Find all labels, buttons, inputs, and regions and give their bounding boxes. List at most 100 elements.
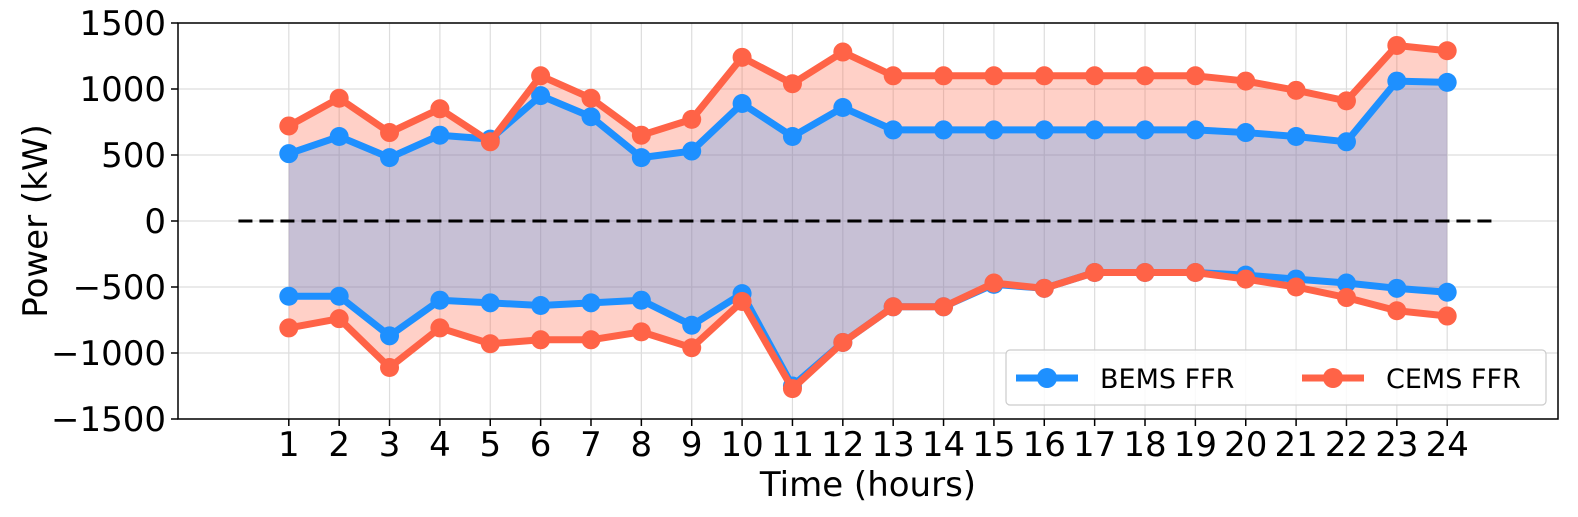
x-tick-label-7: 7 [580, 425, 602, 465]
data-point-cems-ffr-lower-8 [631, 322, 651, 342]
data-point-cems-ffr-lower-24 [1437, 306, 1457, 326]
data-point-cems-ffr-upper-7 [581, 88, 601, 108]
data-point-cems-ffr-lower-15 [984, 273, 1004, 293]
x-tick-label-11: 11 [771, 425, 814, 465]
data-point-cems-ffr-lower-7 [581, 330, 601, 350]
data-point-bems-ffr-upper-9 [682, 141, 702, 161]
data-point-cems-ffr-upper-22 [1336, 91, 1356, 111]
data-point-cems-ffr-lower-13 [883, 297, 903, 317]
data-point-bems-ffr-lower-8 [631, 290, 651, 310]
range-fill-bems-ffr [288, 81, 1448, 386]
y-tick-label-7: 1500 [79, 4, 166, 44]
x-tick-label-4: 4 [429, 425, 451, 465]
data-point-cems-ffr-upper-16 [1034, 66, 1054, 86]
data-point-bems-ffr-upper-21 [1286, 127, 1306, 147]
data-point-bems-ffr-lower-24 [1437, 282, 1457, 302]
data-point-bems-ffr-lower-23 [1387, 278, 1407, 298]
x-axis-label: Time (hours) [759, 465, 976, 505]
x-tick-label-1: 1 [278, 425, 300, 465]
data-point-cems-ffr-upper-19 [1185, 66, 1205, 86]
data-point-cems-ffr-upper-14 [934, 66, 954, 86]
data-point-cems-ffr-lower-10 [732, 292, 752, 312]
x-tick-label-15: 15 [972, 425, 1015, 465]
x-tick-label-21: 21 [1274, 425, 1317, 465]
data-point-bems-ffr-upper-3 [380, 148, 400, 168]
data-point-bems-ffr-lower-9 [682, 315, 702, 335]
legend-marker-dot-cems [1323, 368, 1343, 388]
data-point-cems-ffr-lower-4 [430, 318, 450, 338]
data-point-bems-ffr-upper-17 [1085, 120, 1105, 140]
legend-box [1005, 349, 1547, 406]
x-tick-label-12: 12 [821, 425, 864, 465]
data-point-cems-ffr-lower-21 [1286, 277, 1306, 297]
data-point-bems-ffr-upper-24 [1437, 72, 1457, 92]
x-tick-label-8: 8 [631, 425, 653, 465]
data-point-bems-ffr-lower-22 [1336, 273, 1356, 293]
y-tick-label-3: −500 [73, 268, 166, 308]
data-point-cems-ffr-upper-6 [531, 66, 551, 86]
x-tick-label-19: 19 [1174, 425, 1217, 465]
x-tick-label-23: 23 [1375, 425, 1418, 465]
data-point-bems-ffr-upper-20 [1236, 123, 1256, 143]
legend-label-bems: BEMS FFR [1100, 364, 1234, 395]
x-axis-ticks: 1 2 3 4 5 6 7 8 9 10 11 12 13 14 15 16 17 18 19 20 21 22 23 24 [278, 419, 1469, 465]
data-point-cems-ffr-lower-23 [1387, 301, 1407, 321]
data-point-bems-ffr-upper-11 [782, 127, 802, 147]
x-tick-label-20: 20 [1224, 425, 1267, 465]
data-point-cems-ffr-upper-18 [1135, 66, 1155, 86]
series-lines [279, 35, 1457, 399]
data-point-cems-ffr-lower-6 [531, 330, 551, 350]
data-point-cems-ffr-lower-9 [682, 338, 702, 358]
x-tick-label-17: 17 [1073, 425, 1116, 465]
data-point-cems-ffr-upper-3 [380, 123, 400, 143]
x-tick-label-10: 10 [720, 425, 763, 465]
data-point-bems-ffr-lower-3 [380, 326, 400, 346]
data-point-cems-ffr-upper-20 [1236, 71, 1256, 91]
data-point-bems-ffr-upper-6 [531, 86, 551, 106]
data-point-cems-ffr-lower-14 [934, 297, 954, 317]
x-tick-label-22: 22 [1325, 425, 1368, 465]
data-point-cems-ffr-upper-13 [883, 66, 903, 86]
data-point-cems-ffr-upper-9 [682, 109, 702, 129]
data-point-cems-ffr-lower-3 [380, 358, 400, 378]
data-point-bems-ffr-upper-18 [1135, 120, 1155, 140]
data-point-cems-ffr-upper-8 [631, 125, 651, 145]
data-point-cems-ffr-upper-17 [1085, 66, 1105, 86]
data-point-bems-ffr-upper-10 [732, 94, 752, 114]
data-point-cems-ffr-lower-20 [1236, 269, 1256, 289]
data-point-bems-ffr-lower-1 [279, 286, 299, 306]
legend-marker-dot-bems [1037, 368, 1057, 388]
data-point-bems-ffr-upper-8 [631, 148, 651, 168]
x-tick-label-5: 5 [479, 425, 501, 465]
data-point-cems-ffr-upper-4 [430, 99, 450, 119]
data-point-cems-ffr-lower-5 [480, 334, 500, 354]
data-point-cems-ffr-upper-5 [480, 132, 500, 152]
data-point-bems-ffr-upper-14 [934, 120, 954, 140]
x-tick-label-13: 13 [872, 425, 915, 465]
data-point-cems-ffr-upper-12 [833, 42, 853, 62]
x-tick-label-9: 9 [681, 425, 703, 465]
data-point-bems-ffr-upper-13 [883, 120, 903, 140]
data-point-bems-ffr-upper-15 [984, 120, 1004, 140]
data-point-bems-ffr-upper-7 [581, 107, 601, 127]
x-tick-label-6: 6 [530, 425, 552, 465]
data-point-bems-ffr-lower-2 [329, 286, 349, 306]
data-point-cems-ffr-upper-21 [1286, 80, 1306, 100]
data-point-bems-ffr-upper-19 [1185, 120, 1205, 140]
data-point-cems-ffr-upper-15 [984, 66, 1004, 86]
data-point-bems-ffr-upper-1 [279, 144, 299, 164]
data-point-cems-ffr-lower-12 [833, 332, 853, 352]
x-tick-label-2: 2 [328, 425, 350, 465]
data-point-bems-ffr-lower-5 [480, 293, 500, 313]
y-axis-ticks: −1500 −1000 −500 0 500 1000 1500 [51, 4, 178, 440]
y-tick-label-1: −1500 [51, 400, 166, 440]
data-point-bems-ffr-upper-2 [329, 127, 349, 147]
data-point-cems-ffr-lower-16 [1034, 278, 1054, 298]
data-point-bems-ffr-upper-16 [1034, 120, 1054, 140]
data-point-cems-ffr-lower-22 [1336, 288, 1356, 308]
y-tick-label-4: 0 [144, 202, 166, 242]
legend-label-cems: CEMS FFR [1386, 364, 1521, 395]
x-tick-label-16: 16 [1023, 425, 1066, 465]
data-point-cems-ffr-upper-2 [329, 88, 349, 108]
